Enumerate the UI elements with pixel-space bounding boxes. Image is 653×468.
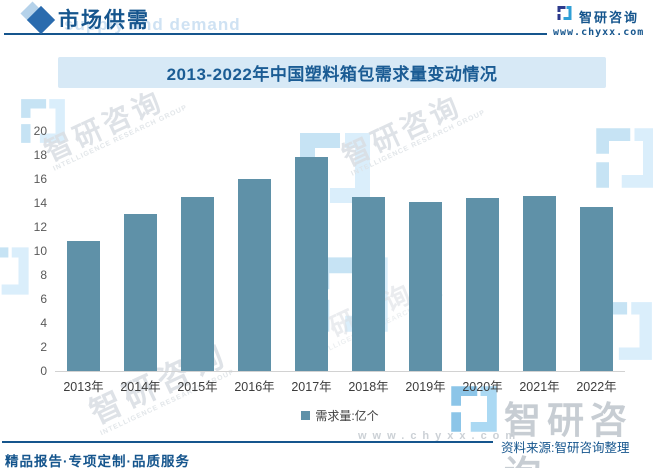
y-axis-tick-label: 16 <box>33 172 47 186</box>
bar-slot <box>55 131 112 371</box>
bar-slot <box>112 131 169 371</box>
y-axis-tick-label: 18 <box>33 148 47 162</box>
bar-slot <box>568 131 625 371</box>
watermark-brand-large: 智研咨询 <box>504 400 633 468</box>
bar-2016年 <box>238 179 271 371</box>
header-section-subtitle: supply and demand <box>64 15 241 34</box>
bar-2018年 <box>352 197 385 371</box>
y-axis-tick-label: 4 <box>40 316 47 330</box>
y-axis-tick-label: 8 <box>40 268 47 282</box>
bar-2017年 <box>295 157 328 371</box>
y-axis-tick-label: 6 <box>40 292 47 306</box>
x-axis-label: 2015年 <box>177 380 218 394</box>
bar-chart-plot-area: 0 2 4 6 8 10 12 14 16 18 20 <box>34 124 625 378</box>
header-rule <box>4 33 547 35</box>
x-axis-label: 2018年 <box>348 380 389 394</box>
y-axis-tick-label: 20 <box>33 124 47 138</box>
x-axis-label: 2013年 <box>63 380 104 394</box>
bar-slot <box>283 131 340 371</box>
legend-label: 需求量:亿个 <box>315 409 379 423</box>
bar-2021年 <box>523 195 556 371</box>
bar-slot <box>340 131 397 371</box>
bar-2020年 <box>466 198 499 371</box>
brand-name: 智研咨询 <box>579 10 640 25</box>
y-axis-tick-label: 12 <box>33 220 47 234</box>
x-axis-labels: 2013年 2014年 2015年 2016年 2017年 2018年 2019年 2020年… <box>55 376 625 395</box>
x-axis-label: 2017年 <box>291 380 332 394</box>
bar-2013年 <box>67 241 100 371</box>
bar-slot <box>397 131 454 371</box>
legend-swatch-icon <box>301 411 311 420</box>
data-source-text: 资料来源:智研咨询整理 <box>501 441 630 455</box>
chart-title-band: 2013-2022年中国塑料箱包需求量变动情况 <box>58 57 606 88</box>
y-axis-tick-label: 14 <box>33 196 47 210</box>
bars-container <box>55 131 625 371</box>
brand-website-link[interactable]: www.chyxx.com <box>553 27 645 38</box>
x-axis-label: 2014年 <box>120 380 161 394</box>
x-axis-label: 2019年 <box>405 380 446 394</box>
x-axis-label: 2016年 <box>234 380 275 394</box>
bar-slot <box>169 131 226 371</box>
bar-slot <box>454 131 511 371</box>
bar-2022年 <box>580 206 613 371</box>
x-axis-label: 2020年 <box>462 380 503 394</box>
bar-2015年 <box>181 197 214 371</box>
bar-2019年 <box>409 201 442 371</box>
y-axis-tick-label: 0 <box>40 364 47 378</box>
bar-slot <box>511 131 568 371</box>
y-axis-tick-label: 2 <box>40 340 47 354</box>
footer-tagline: 精品报告·专项定制·品质服务 <box>5 454 190 468</box>
header-section-title: 市场供需 <box>58 9 150 32</box>
footer-rule <box>2 441 493 443</box>
zhiyan-logo-icon <box>556 5 573 21</box>
chart-title: 2013-2022年中国塑料箱包需求量变动情况 <box>166 65 498 84</box>
y-axis-tick-label: 10 <box>33 244 47 258</box>
chart-legend: 需求量:亿个 <box>55 407 625 424</box>
bar-2014年 <box>124 213 157 371</box>
x-axis-label: 2022年 <box>576 380 617 394</box>
bar-slot <box>226 131 283 371</box>
x-axis-label: 2021年 <box>519 380 560 394</box>
